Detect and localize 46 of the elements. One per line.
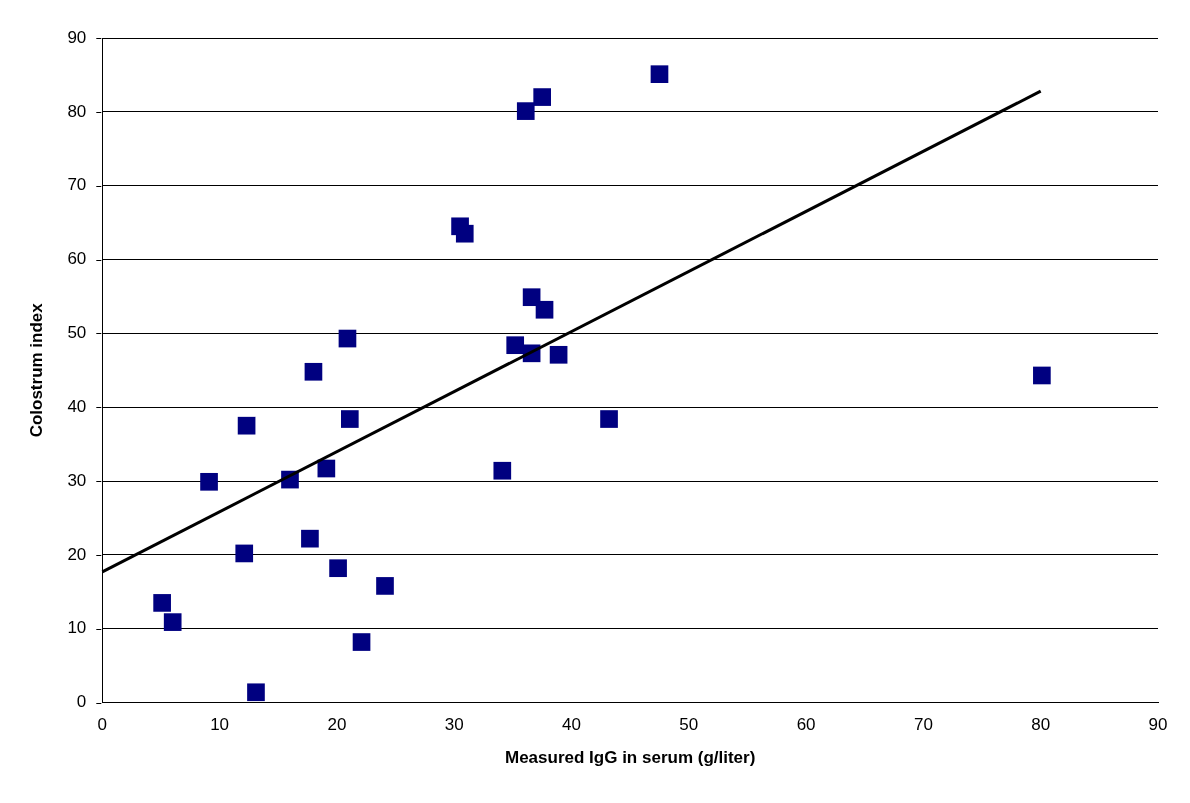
point (352, 633, 371, 651)
point (235, 544, 254, 563)
point (247, 683, 265, 702)
x-tick-label: 30 (444, 714, 464, 734)
point (376, 577, 394, 595)
x-tick-label: 80 (1031, 714, 1051, 734)
point (163, 613, 182, 631)
y-tick-label: 70 (67, 175, 87, 195)
point (304, 362, 323, 381)
point (535, 300, 554, 319)
x-tick-label: 50 (679, 714, 699, 734)
x-axis-title: Measured IgG in serum (g/liter) (504, 748, 756, 768)
point (506, 336, 525, 355)
point (516, 102, 535, 120)
point (200, 472, 218, 491)
x-tick-label: 60 (796, 714, 816, 734)
y-tick-label: 20 (67, 544, 87, 564)
point (338, 329, 357, 348)
point (650, 65, 669, 84)
x-tick-label: 70 (913, 714, 933, 734)
point (493, 461, 512, 480)
point (340, 410, 359, 428)
x-tick-label: 90 (1148, 714, 1168, 734)
y-axis-title: Colostrum index (26, 302, 46, 438)
y-tick-label: 40 (67, 396, 87, 416)
point (549, 345, 568, 364)
x-tick-label: 0 (97, 714, 108, 734)
x-tick-label: 10 (210, 714, 230, 734)
point (329, 559, 347, 578)
point (533, 88, 552, 106)
point (301, 529, 319, 548)
y-tick-label: 10 (67, 618, 87, 638)
y-tick-label: 80 (67, 101, 87, 121)
y-tick-label: 90 (67, 27, 87, 47)
x-tick-label: 40 (562, 714, 581, 734)
point (153, 594, 171, 612)
y-tick-label: 0 (76, 692, 87, 712)
point (455, 224, 474, 243)
point (1033, 366, 1051, 385)
point (522, 288, 541, 307)
point (600, 410, 618, 428)
y-tick-label: 60 (67, 249, 87, 269)
point (237, 416, 256, 435)
x-tick-label: 20 (327, 714, 347, 734)
y-tick-label: 30 (67, 470, 87, 490)
y-tick-label: 50 (67, 323, 87, 343)
